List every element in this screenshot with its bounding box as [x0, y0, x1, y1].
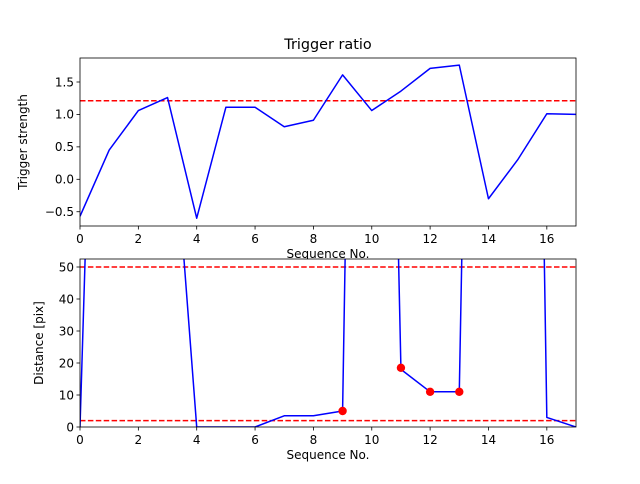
marker-point-3 [425, 387, 435, 396]
y-tick-label: 0 [66, 420, 74, 434]
x-tick-label: 4 [193, 433, 201, 447]
x-tick-label: 2 [135, 232, 143, 246]
x-tick-label: 8 [310, 232, 318, 246]
x-tick-label: 10 [364, 433, 379, 447]
series-line-1 [80, 259, 576, 427]
x-tick-label: 2 [135, 433, 143, 447]
x-tick-label: 14 [481, 433, 496, 447]
marker-point-2 [396, 363, 406, 372]
x-tick-label: 12 [422, 232, 437, 246]
axes-panel-2: 0 2 4 6 8 10 12 14 16 0 10 20 30 40 50 Sequence No. Dist… [32, 258, 577, 462]
axes-frame [79, 258, 577, 428]
x-tick-label: 0 [76, 232, 84, 246]
y-tick-label: 30 [59, 324, 74, 338]
x-axis-label: Sequence No. [287, 247, 370, 261]
x-tick-label: 6 [251, 232, 259, 246]
y-tick-label: 20 [59, 356, 74, 370]
x-axis-label: Sequence No. [287, 448, 370, 462]
y-tick-label: −0.5 [45, 205, 74, 219]
x-tick-label: 0 [76, 433, 84, 447]
y-axis-label: Trigger strength [16, 94, 30, 191]
x-tick-label: 8 [310, 433, 318, 447]
x-tick-label: 16 [539, 232, 554, 246]
axes-panel-1: 0 2 4 6 8 10 12 14 16 −0.5 0.0 0.5 1.0 1.5 Trigger rat… [16, 37, 577, 261]
y-axis-label: Distance [pix] [32, 301, 46, 385]
x-tick-label: 6 [251, 433, 259, 447]
plot-area [80, 64, 576, 219]
marker-point-4 [455, 387, 464, 396]
x-tick-label: 10 [364, 232, 379, 246]
axes-frame [79, 57, 577, 227]
x-tick-label: 16 [539, 433, 554, 447]
chart-title: Trigger ratio [283, 37, 372, 53]
y-tick-label: 1.5 [55, 75, 74, 89]
series-line-1 [80, 64, 576, 219]
x-tick-label: 4 [193, 232, 201, 246]
x-tick-label: 14 [481, 232, 496, 246]
y-tick-label: 0.5 [55, 140, 74, 154]
marker-point-1 [338, 406, 347, 416]
bottom-panel-background [80, 259, 576, 427]
x-tick-label: 12 [422, 433, 437, 447]
y-tick-label: 50 [59, 260, 74, 274]
y-tick-label: 40 [59, 292, 74, 306]
plot-area [80, 259, 576, 427]
y-tick-label: 1.0 [55, 108, 74, 122]
y-tick-label: 10 [59, 388, 74, 402]
y-tick-label: 0.0 [55, 173, 74, 187]
